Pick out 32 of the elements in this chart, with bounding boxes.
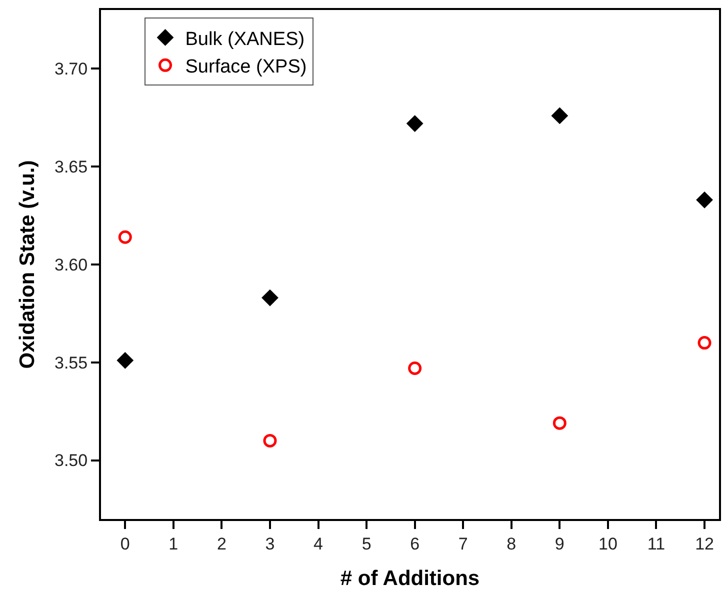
point bbox=[551, 107, 568, 124]
point bbox=[696, 191, 713, 208]
point bbox=[698, 336, 712, 350]
point bbox=[262, 289, 278, 306]
y-axis-title: Oxidation State (v.u.) bbox=[16, 160, 40, 369]
point bbox=[263, 434, 277, 448]
point bbox=[118, 230, 132, 244]
x-tick-label: 0 bbox=[120, 534, 130, 554]
y-tick-label: 3.70 bbox=[54, 60, 88, 79]
x-axis-title: # of Additions bbox=[340, 567, 480, 590]
x-tick-label: 9 bbox=[554, 534, 564, 554]
x-tick-label: 12 bbox=[695, 534, 714, 554]
y-tick-label: 3.60 bbox=[54, 255, 88, 274]
x-tick-label: 4 bbox=[314, 534, 324, 554]
legend-label: Surface (XPS) bbox=[185, 56, 307, 78]
y-tick-label: 3.65 bbox=[54, 158, 88, 177]
point bbox=[552, 416, 566, 430]
x-tick-label: 11 bbox=[647, 534, 666, 554]
point bbox=[406, 115, 424, 132]
x-tick-label: 8 bbox=[506, 534, 516, 554]
point bbox=[116, 352, 134, 369]
x-tick-label: 5 bbox=[362, 534, 372, 554]
x-tick-label: 6 bbox=[410, 534, 420, 554]
x-tick-label: 10 bbox=[598, 534, 618, 554]
y-tick-label: 3.55 bbox=[54, 353, 88, 372]
x-tick-label: 2 bbox=[216, 534, 226, 554]
y-tick-label: 3.50 bbox=[54, 451, 88, 470]
point bbox=[408, 362, 422, 376]
legend-label: Bulk (XANES) bbox=[185, 28, 305, 50]
x-tick-label: 7 bbox=[458, 534, 468, 554]
x-tick-label: 3 bbox=[265, 534, 275, 554]
x-tick-label: 1 bbox=[168, 534, 178, 554]
